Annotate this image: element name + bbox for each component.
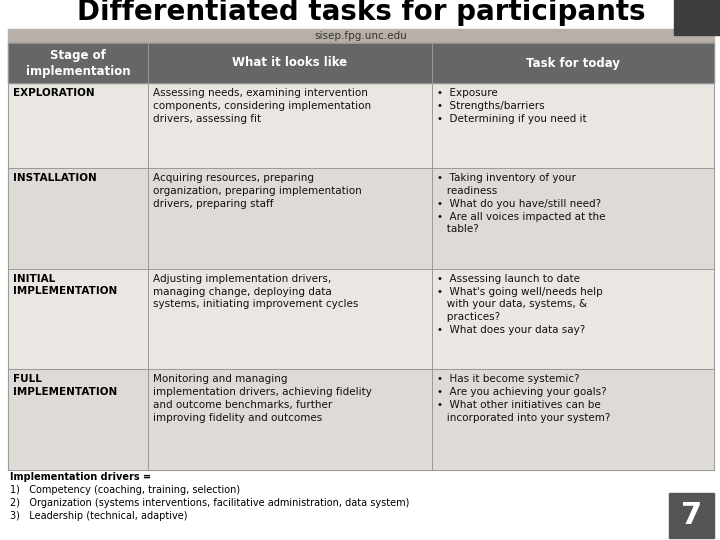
Text: •  Exposure
•  Strengths/barriers
•  Determining if you need it: • Exposure • Strengths/barriers • Determ… [436,88,586,124]
Text: FULL
IMPLEMENTATION: FULL IMPLEMENTATION [13,374,117,397]
Text: sisep.fpg.unc.edu: sisep.fpg.unc.edu [315,31,408,41]
Bar [148,269,431,369]
Text: Assessing needs, examining intervention
components, considering implementation
d: Assessing needs, examining intervention … [153,88,371,124]
Text: EXPLORATION: EXPLORATION [13,88,94,98]
Text: INSTALLATION: INSTALLATION [13,173,96,183]
Text: •  Has it become systemic?
•  Are you achieving your goals?
•  What other initia: • Has it become systemic? • Are you achi… [436,374,610,423]
Text: What it looks like: What it looks like [232,57,347,70]
Text: Stage of
implementation: Stage of implementation [26,49,130,78]
Text: 1)   Competency (coaching, training, selection): 1) Competency (coaching, training, selec… [10,485,240,495]
Bar [431,269,714,369]
Bar [431,369,714,470]
Text: 2)   Organization (systems interventions, facilitative administration, data syst: 2) Organization (systems interventions, … [10,498,410,508]
Bar [8,168,148,269]
Bar [8,269,148,369]
Text: Acquiring resources, preparing
organization, preparing implementation
drivers, p: Acquiring resources, preparing organizat… [153,173,361,209]
Bar [431,83,714,168]
Text: 3)   Leadership (technical, adaptive): 3) Leadership (technical, adaptive) [10,511,187,521]
Bar [148,369,431,470]
Text: •  Assessing launch to date
•  What's going well/needs help
   with your data, s: • Assessing launch to date • What's goin… [436,274,603,335]
Bar [669,493,714,538]
Bar [8,369,148,470]
Text: Task for today: Task for today [526,57,620,70]
Text: INITIAL
IMPLEMENTATION: INITIAL IMPLEMENTATION [13,274,117,296]
Text: Differentiated tasks for participants: Differentiated tasks for participants [77,0,645,26]
Bar [431,168,714,269]
Text: Adjusting implementation drivers,
managing change, deploying data
systems, initi: Adjusting implementation drivers, managi… [153,274,358,309]
Text: Implementation drivers =: Implementation drivers = [10,472,151,482]
Text: 7: 7 [681,501,702,530]
Bar [148,43,431,83]
Bar [148,83,431,168]
Bar [674,0,720,35]
Text: •  Taking inventory of your
   readiness
•  What do you have/still need?
•  Are : • Taking inventory of your readiness • W… [436,173,605,234]
Bar [8,83,148,168]
Bar [431,43,714,83]
Bar [148,168,431,269]
Bar [8,43,148,83]
Bar [8,29,714,43]
Text: Monitoring and managing
implementation drivers, achieving fidelity
and outcome b: Monitoring and managing implementation d… [153,374,372,423]
